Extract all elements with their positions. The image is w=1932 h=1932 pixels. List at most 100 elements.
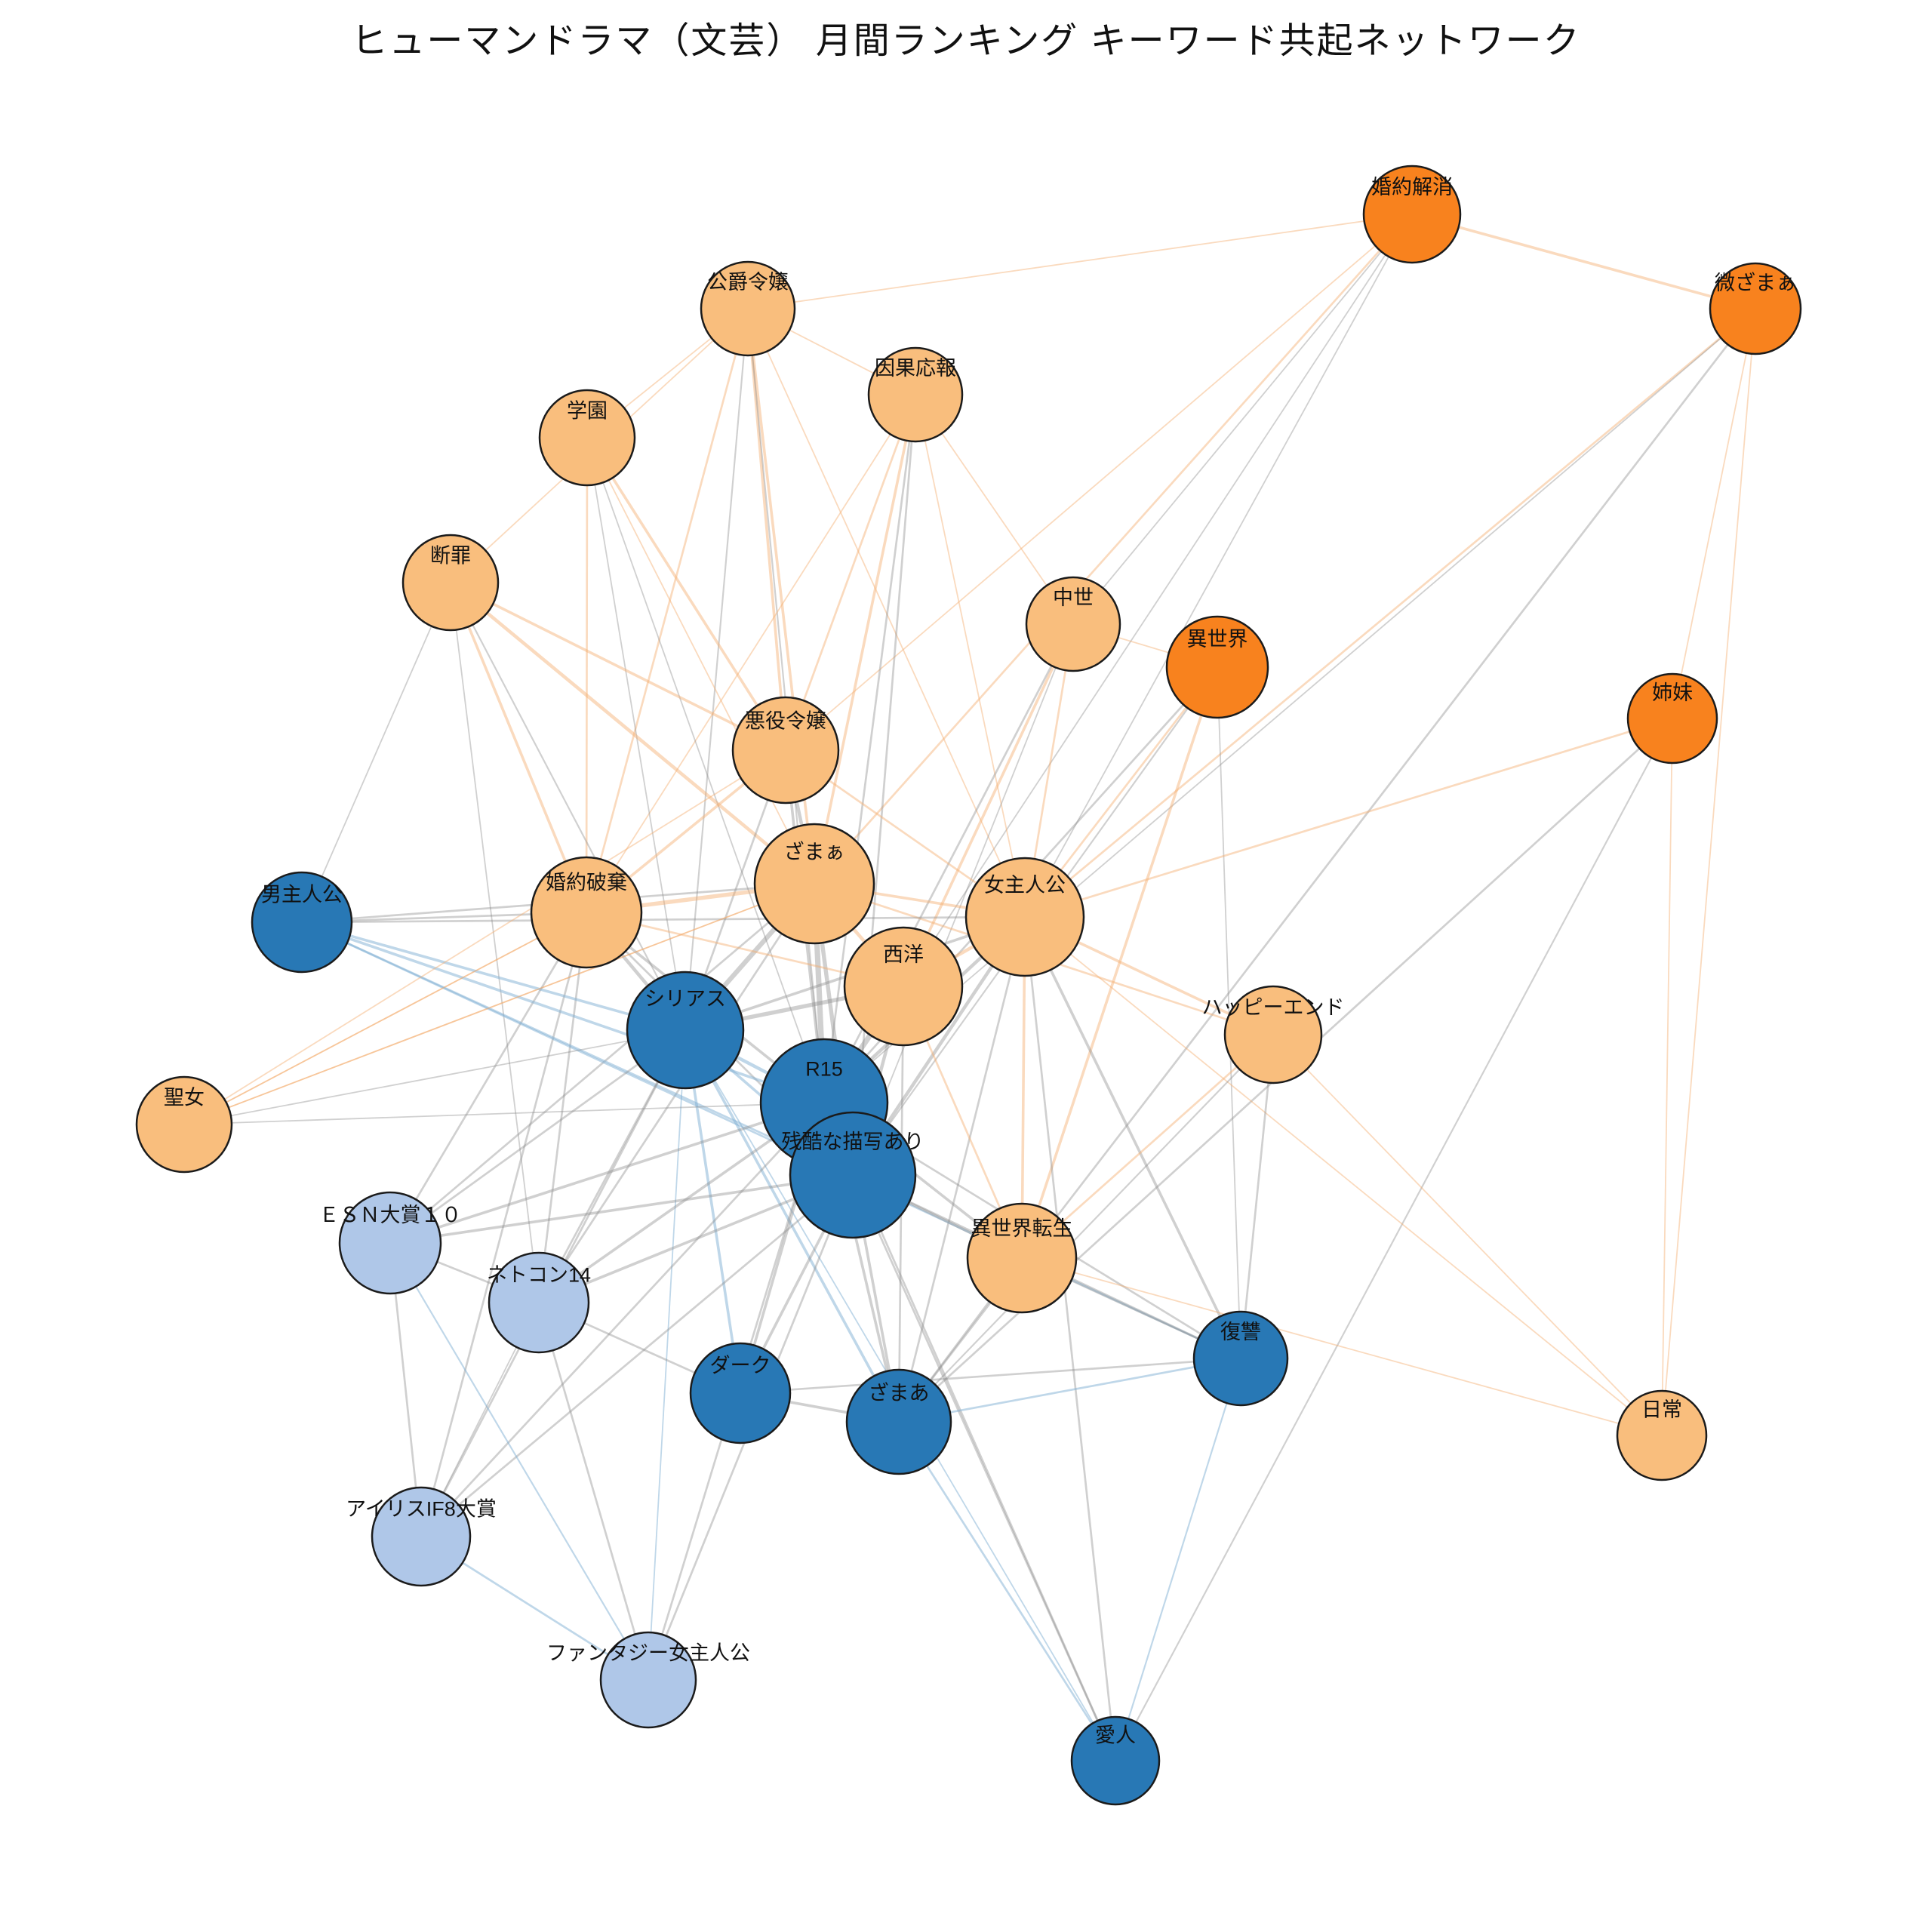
edge-konyaku-kaisho--seiyo <box>903 214 1413 987</box>
edge-gakuen--r15 <box>586 437 825 1103</box>
edge-chusei--zankoku <box>852 623 1074 1176</box>
edge-konyaku-kaisho--akuyaku-reijo <box>785 214 1413 751</box>
edge-seijo--akuyaku-reijo <box>183 749 786 1125</box>
node-label-gakuen: 学園 <box>567 400 608 423</box>
node-seiyo <box>843 926 964 1047</box>
edge-r15--iris-if8 <box>420 1102 825 1537</box>
edge-fukushu--aijin <box>1114 1358 1242 1761</box>
edge-koshaku-reijo--onna-shujinko <box>747 308 1026 918</box>
edge-gakuen--konyaku-haki <box>585 437 589 913</box>
edge-zamaa-o--aijin <box>897 1421 1117 1761</box>
edge-shimai--onna-shujinko <box>1024 717 1673 918</box>
edge-inga-oho--akuyaku-reijo <box>784 394 917 751</box>
node-label-zamaa-ko: ざまぁ <box>784 841 845 863</box>
edge-chusei--seiyo <box>902 623 1075 987</box>
edge-seijo--r15 <box>183 1102 825 1125</box>
edge-inga-oho--zankoku <box>851 394 917 1176</box>
node-label-seiyo: 西洋 <box>883 943 924 966</box>
edge-onna-shujinko--aijin <box>1023 916 1117 1761</box>
node-label-dark: ダーク <box>710 1354 771 1377</box>
edge-zankoku--aijin <box>851 1174 1117 1761</box>
edge-gakuen--akuyaku-reijo <box>586 437 787 751</box>
node-label-onna-shujinko: 女主人公 <box>984 874 1066 897</box>
edge-konyaku-kaisho--zamaa-ko <box>813 214 1414 884</box>
edge-onna-shujinko--zamaa-o <box>897 916 1026 1423</box>
edge-netcon14--fantasy-heroine <box>537 1302 650 1681</box>
node-label-bizamaa: 微ざまぁ <box>1715 272 1796 294</box>
node-dark <box>689 1342 792 1444</box>
edge-konyaku-haki--iris-if8 <box>420 912 588 1537</box>
edge-danzai--konyaku-haki <box>449 582 588 913</box>
node-label-koshaku-reijo: 公爵令嬢 <box>707 271 789 294</box>
node-label-konyaku-haki: 婚約破棄 <box>546 871 627 894</box>
node-label-isekai: 異世界 <box>1187 628 1248 651</box>
edge-inga-oho--r15 <box>823 394 917 1103</box>
edge-happy-end--isekai-tensei <box>1021 1033 1274 1260</box>
node-akuyaku-reijo <box>731 696 840 804</box>
edge-bizamaa--nichijo <box>1661 308 1756 1436</box>
edge-esn-taisho--fantasy-heroine <box>389 1242 649 1681</box>
edge-isekai--fukushu <box>1217 666 1241 1359</box>
edge-danzai--serious <box>450 582 686 1031</box>
edge-konyaku-kaisho--bizamaa <box>1411 213 1756 310</box>
edge-konyaku-kaisho--onna-shujinko <box>1024 214 1413 918</box>
edge-danzai--zamaa-ko <box>449 581 816 885</box>
node-label-iris-if8: アイリスIF8大賞 <box>346 1498 497 1521</box>
edge-konyaku-haki--esn-taisho <box>389 912 588 1244</box>
node-inga-oho <box>867 346 964 443</box>
node-konyaku-haki <box>530 856 643 969</box>
edge-seijo--konyaku-haki <box>183 912 587 1125</box>
edge-happy-end--zamaa-o <box>898 1034 1274 1423</box>
edge-konyaku-haki--seijo <box>183 912 587 1125</box>
node-label-happy-end: ハッピーエンド <box>1202 996 1345 1019</box>
node-isekai-tensei <box>966 1202 1078 1314</box>
edge-isekai-tensei--nichijo <box>1021 1257 1663 1436</box>
node-zamaa-o <box>845 1368 952 1475</box>
node-chusei <box>1025 576 1121 672</box>
node-otoko-shujinko <box>251 871 353 974</box>
node-gakuen <box>538 389 636 487</box>
edge-isekai--isekai-tensei <box>1020 666 1219 1259</box>
node-label-isekai-tensei: 異世界転生 <box>971 1217 1073 1240</box>
node-onna-shujinko <box>964 857 1085 977</box>
node-iris-if8 <box>371 1486 472 1587</box>
edge-onna-shujinko--nichijo <box>1024 916 1663 1436</box>
edge-bizamaa--r15 <box>823 308 1756 1103</box>
edge-serious--seijo <box>183 1029 686 1125</box>
edge-shimai--nichijo <box>1661 718 1673 1436</box>
edge-happy-end--fukushu <box>1239 1034 1275 1359</box>
node-label-akuyaku-reijo: 悪役令嬢 <box>745 710 826 733</box>
edge-happy-end--nichijo <box>1272 1034 1663 1436</box>
edge-inga-oho--onna-shujinko <box>915 394 1026 918</box>
edge-zamaa-ko--seijo <box>183 883 815 1125</box>
node-seijo <box>135 1075 233 1174</box>
node-fukushu <box>1192 1310 1289 1407</box>
edge-konyaku-haki--netcon14 <box>537 912 588 1303</box>
edge-koshaku-reijo--akuyaku-reijo <box>746 308 787 751</box>
node-nichijo <box>1616 1389 1708 1481</box>
node-serious <box>626 971 745 1090</box>
edge-danzai--netcon14 <box>450 582 540 1303</box>
node-label-fukushu: 復讐 <box>1220 1321 1261 1343</box>
node-zankoku <box>789 1111 917 1239</box>
node-label-shimai: 姉妹 <box>1652 681 1693 704</box>
node-esn-taisho <box>338 1191 442 1295</box>
node-bizamaa <box>1709 262 1802 355</box>
edge-serious--fantasy-heroine <box>648 1029 686 1681</box>
node-shimai <box>1626 672 1718 764</box>
edge-danzai--akuyaku-reijo <box>450 581 786 752</box>
node-label-netcon14: ネトコン14 <box>487 1263 591 1286</box>
edge-shimai--aijin <box>1115 718 1673 1761</box>
node-label-serious: シリアス <box>645 988 726 1011</box>
edge-konyaku-kaisho--chusei <box>1072 214 1413 625</box>
edge-bizamaa--onna-shujinko <box>1024 307 1756 918</box>
edge-otoko-shujinko--serious <box>301 921 686 1032</box>
edge-onna-shujinko--fukushu <box>1023 916 1242 1359</box>
edge-r15--esn-taisho <box>389 1101 825 1244</box>
edge-bizamaa--shimai <box>1672 308 1756 719</box>
edge-serious--zamaa-o <box>684 1029 900 1423</box>
edge-koshaku-reijo--konyaku-haki <box>585 308 749 913</box>
node-label-danzai: 断罪 <box>430 545 471 568</box>
edge-onna-shujinko--otoko-shujinko <box>301 915 1026 924</box>
